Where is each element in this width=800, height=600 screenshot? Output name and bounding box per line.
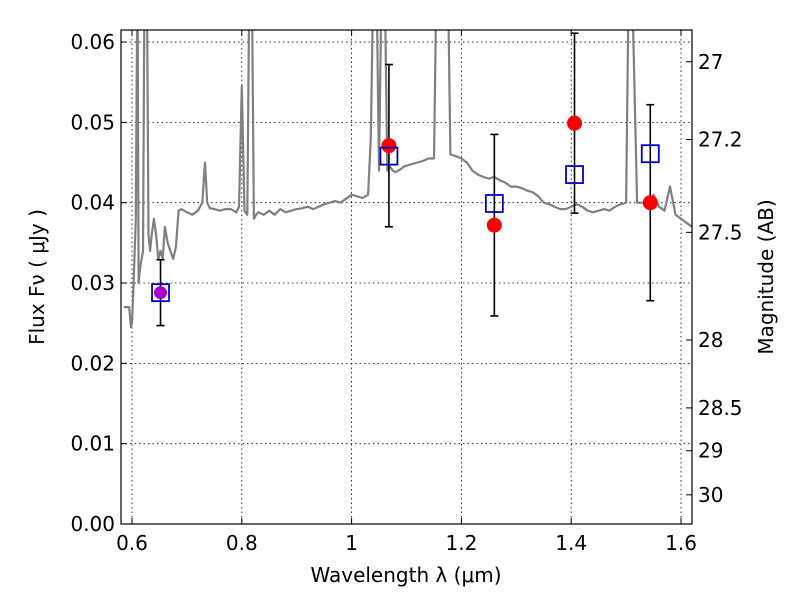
observed-point (642, 195, 658, 211)
y-tick-label: 0.01 (70, 432, 115, 456)
observed-point (486, 217, 502, 233)
square-layer (151, 144, 660, 303)
y-tick-label: 0.04 (70, 191, 115, 215)
x-tick-label: 1.4 (555, 531, 587, 555)
x-axis-label: Wavelength λ (μm) (310, 563, 501, 587)
y2-tick-label: 29 (698, 439, 723, 463)
spectrum-layer (123, 30, 692, 329)
circle-layer (154, 115, 658, 300)
y-tick-label: 0.00 (70, 512, 115, 536)
y2-tick-label: 28.5 (698, 396, 743, 420)
y-axis-label: Flux Fν ( μJy ) (25, 209, 49, 345)
model-point (151, 283, 170, 303)
observed-point (381, 138, 397, 154)
y-tick-label: 0.06 (70, 30, 115, 54)
y2-tick-label: 27.5 (698, 220, 743, 244)
y-tick-label: 0.02 (70, 351, 115, 375)
model-point (640, 144, 660, 164)
x-tick-label: 1.6 (665, 531, 697, 555)
x-tick-label: 0.6 (116, 531, 148, 555)
x-tick-label: 1 (345, 531, 358, 555)
observed-point (567, 115, 583, 131)
observed-point (154, 286, 168, 300)
y-tick-label: 0.05 (70, 110, 115, 134)
model-point (379, 146, 399, 166)
y-tick-label: 0.03 (70, 271, 115, 295)
y2-tick-label: 30 (698, 483, 723, 507)
x-tick-label: 0.8 (226, 531, 258, 555)
model-point (565, 165, 584, 184)
x-tick-label: 1.2 (445, 531, 477, 555)
plot-frame (120, 29, 693, 525)
y2-tick-label: 28 (698, 328, 723, 352)
y2-tick-label: 27.2 (698, 128, 743, 152)
model-point (484, 194, 504, 213)
spectrum-line (123, 30, 692, 329)
plot-background (121, 30, 692, 524)
tick-layer: 0.6 0.8 1 1.2 1.4 1.6 0.00 0.01 0.02 0.03 0.04 0.05… (70, 30, 743, 555)
y2-axis-label: Magnitude (AB) (754, 199, 778, 354)
y2-tick-label: 27 (698, 50, 723, 74)
